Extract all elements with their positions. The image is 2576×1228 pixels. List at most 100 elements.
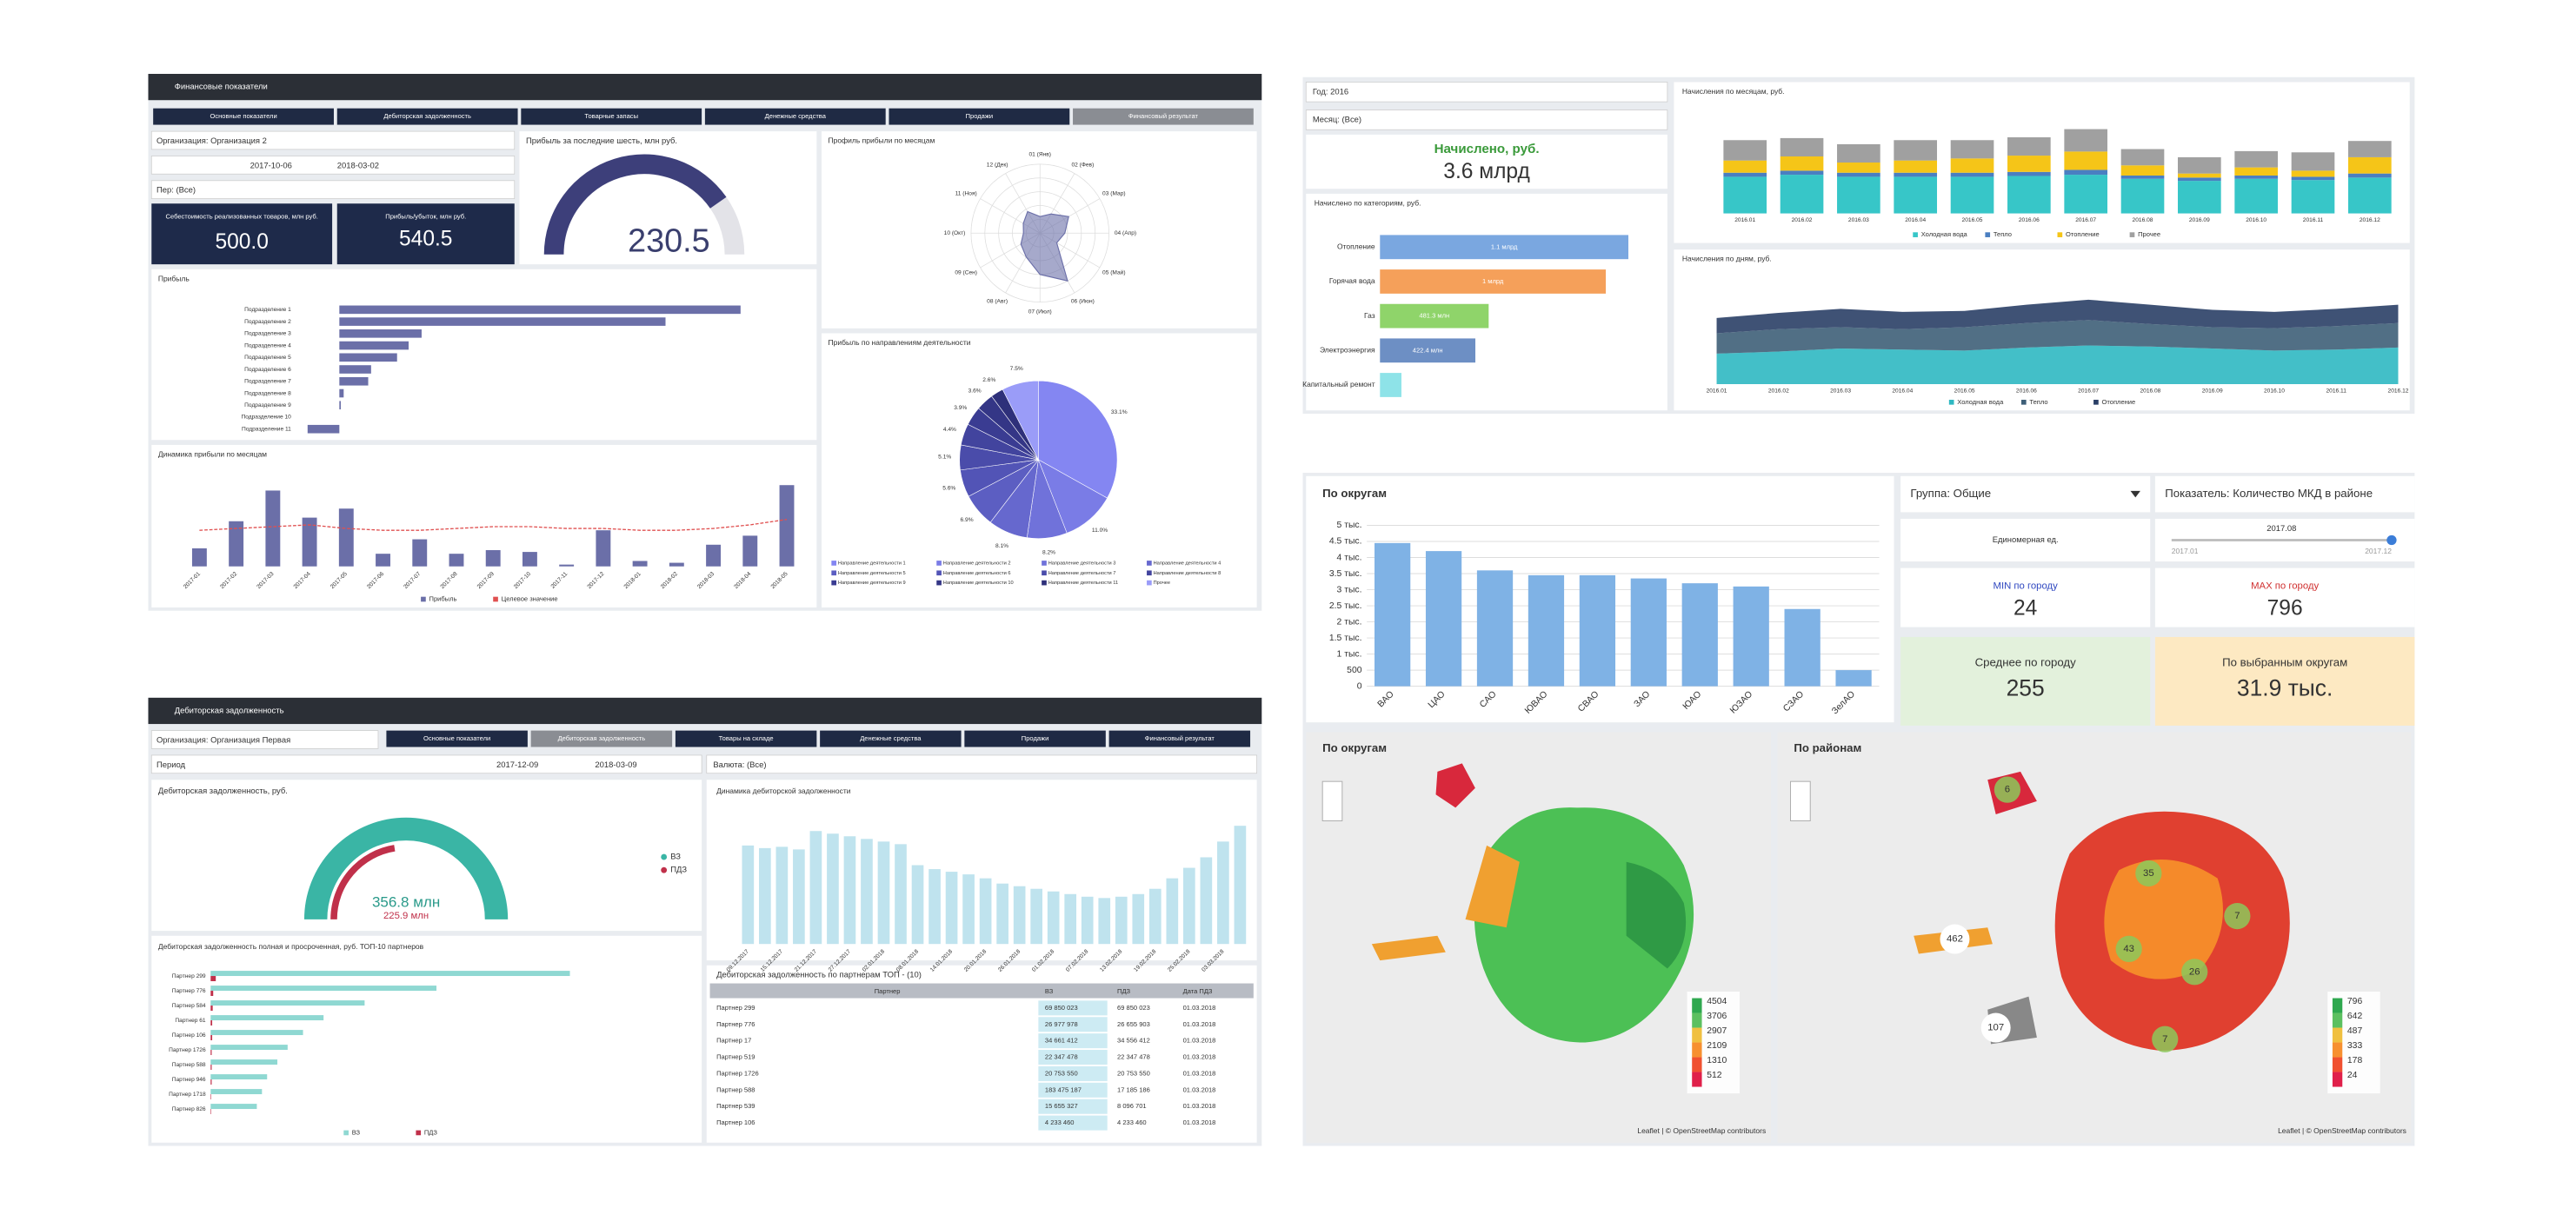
- legend-label: 512: [1707, 1071, 1722, 1080]
- legend-swatch: [1692, 1072, 1702, 1087]
- tab[interactable]: [153, 108, 334, 125]
- marker[interactable]: [1994, 776, 2021, 803]
- marker[interactable]: [1940, 924, 1970, 954]
- bar: [210, 1109, 211, 1114]
- bar: [742, 535, 758, 567]
- chart-title: Начисления по месяцам, руб.: [1682, 87, 1785, 96]
- marker[interactable]: [2224, 902, 2251, 930]
- radar-label: 02 (Фев): [1071, 162, 1094, 168]
- value-label: 1.1 млрд: [1491, 242, 1518, 250]
- y-tick-label: 1.5 тыс.: [1329, 634, 1362, 643]
- tab[interactable]: [521, 108, 702, 125]
- td: 20 753 550: [1117, 1069, 1150, 1077]
- x-tick-label: 2016.08: [2133, 217, 2153, 223]
- card: [151, 935, 702, 1143]
- date: 2017-12-09: [496, 760, 538, 770]
- date: 2018-03-09: [595, 760, 636, 770]
- kpi: [336, 203, 515, 265]
- dropdown[interactable]: [1900, 475, 2151, 513]
- chart-title: Динамика дебиторской задолженности: [716, 787, 851, 795]
- tab[interactable]: [704, 108, 886, 125]
- legend-swatch: [936, 580, 942, 586]
- tab[interactable]: [675, 730, 817, 747]
- tab[interactable]: [1073, 108, 1254, 125]
- zoom[interactable]: [1321, 780, 1343, 821]
- marker[interactable]: [2115, 935, 2142, 962]
- th: ВЗ: [1045, 987, 1054, 995]
- legend-label: 3706: [1707, 1012, 1727, 1021]
- bar: [1733, 586, 1769, 687]
- marker[interactable]: [2135, 860, 2162, 887]
- legend-label: Отопление: [2102, 398, 2136, 406]
- tab[interactable]: [964, 730, 1106, 747]
- gauge-arc: [543, 154, 727, 256]
- filter[interactable]: [1305, 82, 1668, 103]
- filter[interactable]: [150, 754, 702, 774]
- legend-swatch: [1692, 998, 1702, 1013]
- x-tick-label: 2016.05: [1954, 388, 1975, 394]
- marker[interactable]: [1980, 1012, 2011, 1043]
- filter[interactable]: [150, 730, 379, 749]
- bar: [911, 865, 924, 945]
- tab[interactable]: [889, 108, 1070, 125]
- x-tick-label: 2016.04: [1892, 388, 1913, 394]
- bar: [210, 1059, 278, 1065]
- td: 01.03.2018: [1183, 1004, 1216, 1012]
- filter[interactable]: [150, 180, 516, 199]
- bar: [596, 530, 611, 567]
- legend-swatch: [831, 570, 837, 576]
- tab-label: Основные показатели: [210, 112, 276, 120]
- legend-label: ВЗ: [352, 1128, 361, 1136]
- y-tick-label: Подразделение 6: [244, 367, 291, 373]
- date-filter[interactable]: [150, 156, 516, 175]
- legend-label: 24: [2347, 1071, 2358, 1080]
- legend-swatch: [831, 580, 837, 586]
- filter[interactable]: [150, 130, 516, 150]
- y-tick-label: 3 тыс.: [1337, 585, 1362, 594]
- kpi-value: 540.5: [399, 227, 452, 250]
- map-region: [1465, 845, 1520, 928]
- td: 34 556 412: [1117, 1037, 1150, 1045]
- tab-label: Денежные средства: [860, 734, 922, 742]
- slider-handle[interactable]: [2386, 534, 2397, 546]
- dropdown[interactable]: [2154, 475, 2415, 513]
- tab[interactable]: [530, 730, 673, 747]
- filter[interactable]: [706, 754, 1257, 774]
- bar-segment: [1894, 176, 1938, 214]
- legend-swatch: [1913, 232, 1918, 237]
- marker[interactable]: [2152, 1026, 2179, 1052]
- legend-label: Направление деятельности 4: [1154, 561, 1221, 566]
- bar: [1380, 373, 1401, 397]
- legend-swatch: [1147, 570, 1152, 576]
- x-tick-label: 2016.09: [2189, 217, 2210, 223]
- bar: [632, 561, 648, 567]
- bar: [210, 1094, 211, 1099]
- radar-label: 09 (Сен): [955, 269, 977, 275]
- map-region: [2104, 860, 2223, 979]
- kpi: [151, 203, 333, 265]
- bar: [339, 305, 741, 315]
- radar-label: 10 (Окт): [944, 230, 966, 236]
- legend-label: 4504: [1707, 997, 1727, 1006]
- bar: [339, 317, 666, 326]
- tab[interactable]: [336, 108, 518, 125]
- legend-swatch: [343, 1130, 349, 1136]
- legend-label: Прочее: [1154, 581, 1170, 586]
- cell-bg: [1038, 1099, 1108, 1114]
- bar-segment: [2007, 176, 2051, 214]
- legend-label: 2907: [1707, 1026, 1727, 1036]
- bar: [191, 548, 207, 567]
- value-label: 11.0%: [1092, 528, 1108, 534]
- cell-bg: [1038, 1033, 1108, 1049]
- stat-value: 255: [2007, 674, 2045, 700]
- tab[interactable]: [386, 730, 528, 747]
- legend-swatch: [2332, 998, 2343, 1013]
- tab[interactable]: [1108, 730, 1251, 747]
- value-label: 5.1%: [938, 455, 951, 461]
- zoom[interactable]: [1790, 780, 1811, 821]
- td: 4 233 460: [1117, 1118, 1147, 1126]
- filter[interactable]: [1305, 110, 1668, 130]
- marker[interactable]: [2181, 959, 2208, 986]
- tab[interactable]: [820, 730, 962, 747]
- td: 01.03.2018: [1183, 1085, 1216, 1093]
